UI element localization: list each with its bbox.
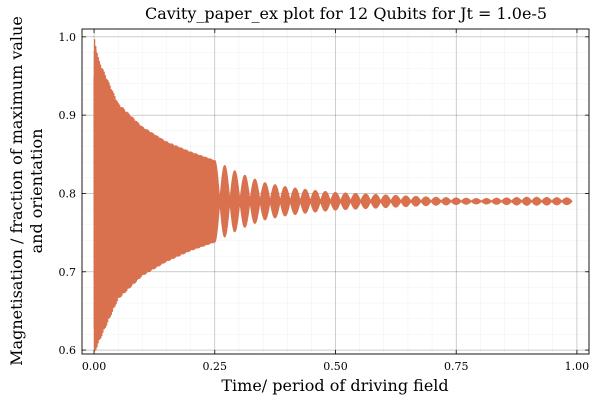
- x-axis-label: Time/ period of driving field: [221, 376, 448, 395]
- y-tick-label: 0.9: [59, 109, 77, 122]
- minor-grid: [82, 29, 589, 354]
- x-tick-label: 0.75: [444, 360, 469, 373]
- y-tick-label: 0.6: [59, 344, 77, 357]
- y-axis-label-line2: and orientation: [27, 129, 46, 254]
- y-tick-label: 0.8: [59, 187, 77, 200]
- y-tick-label: 0.7: [59, 266, 77, 279]
- axis-ticks: [82, 29, 589, 354]
- y-axis-label-line1: Magnetisation / fraction of maximum valu…: [7, 16, 26, 366]
- x-tick-label: 0.00: [82, 360, 107, 373]
- chart-title: Cavity_paper_ex plot for 12 Qubits for J…: [145, 4, 547, 23]
- x-tick-label: 1.00: [565, 360, 590, 373]
- y-tick-label: 1.0: [59, 31, 77, 44]
- x-tick-labels: 0.00 0.25 0.50 0.75 1.00: [82, 360, 589, 373]
- series-magnetisation: [93, 39, 573, 352]
- x-tick-label: 0.25: [203, 360, 228, 373]
- y-tick-labels: 0.6 0.7 0.8 0.9 1.0: [59, 31, 77, 357]
- x-tick-label: 0.50: [323, 360, 348, 373]
- series-line: [93, 39, 573, 352]
